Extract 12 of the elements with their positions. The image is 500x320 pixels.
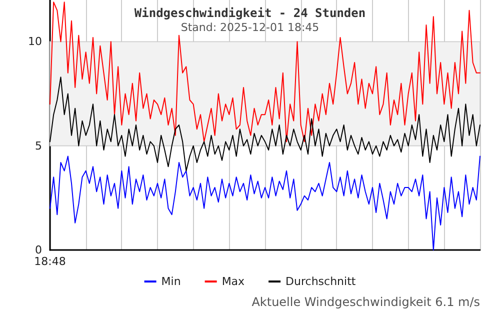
x-tick-label: 18:48 [34, 255, 66, 268]
y-tick-label: 0 [35, 244, 42, 256]
legend-label: Max [222, 275, 246, 288]
line-series [50, 2, 480, 142]
legend-label: Durchschnitt [286, 275, 356, 288]
text: Stand: 2025-12-01 18:45 [180, 21, 320, 34]
text: Aktuelle Windgeschwindigkeit 6.1 m/s [252, 295, 480, 309]
line-series [50, 76, 480, 172]
y-tick-label: 5 [35, 139, 42, 152]
y-tick-label: 10 [28, 35, 42, 48]
text: Windgeschwindigkeit - 24 Stunden [134, 6, 366, 20]
legend-label: Min [161, 275, 181, 288]
